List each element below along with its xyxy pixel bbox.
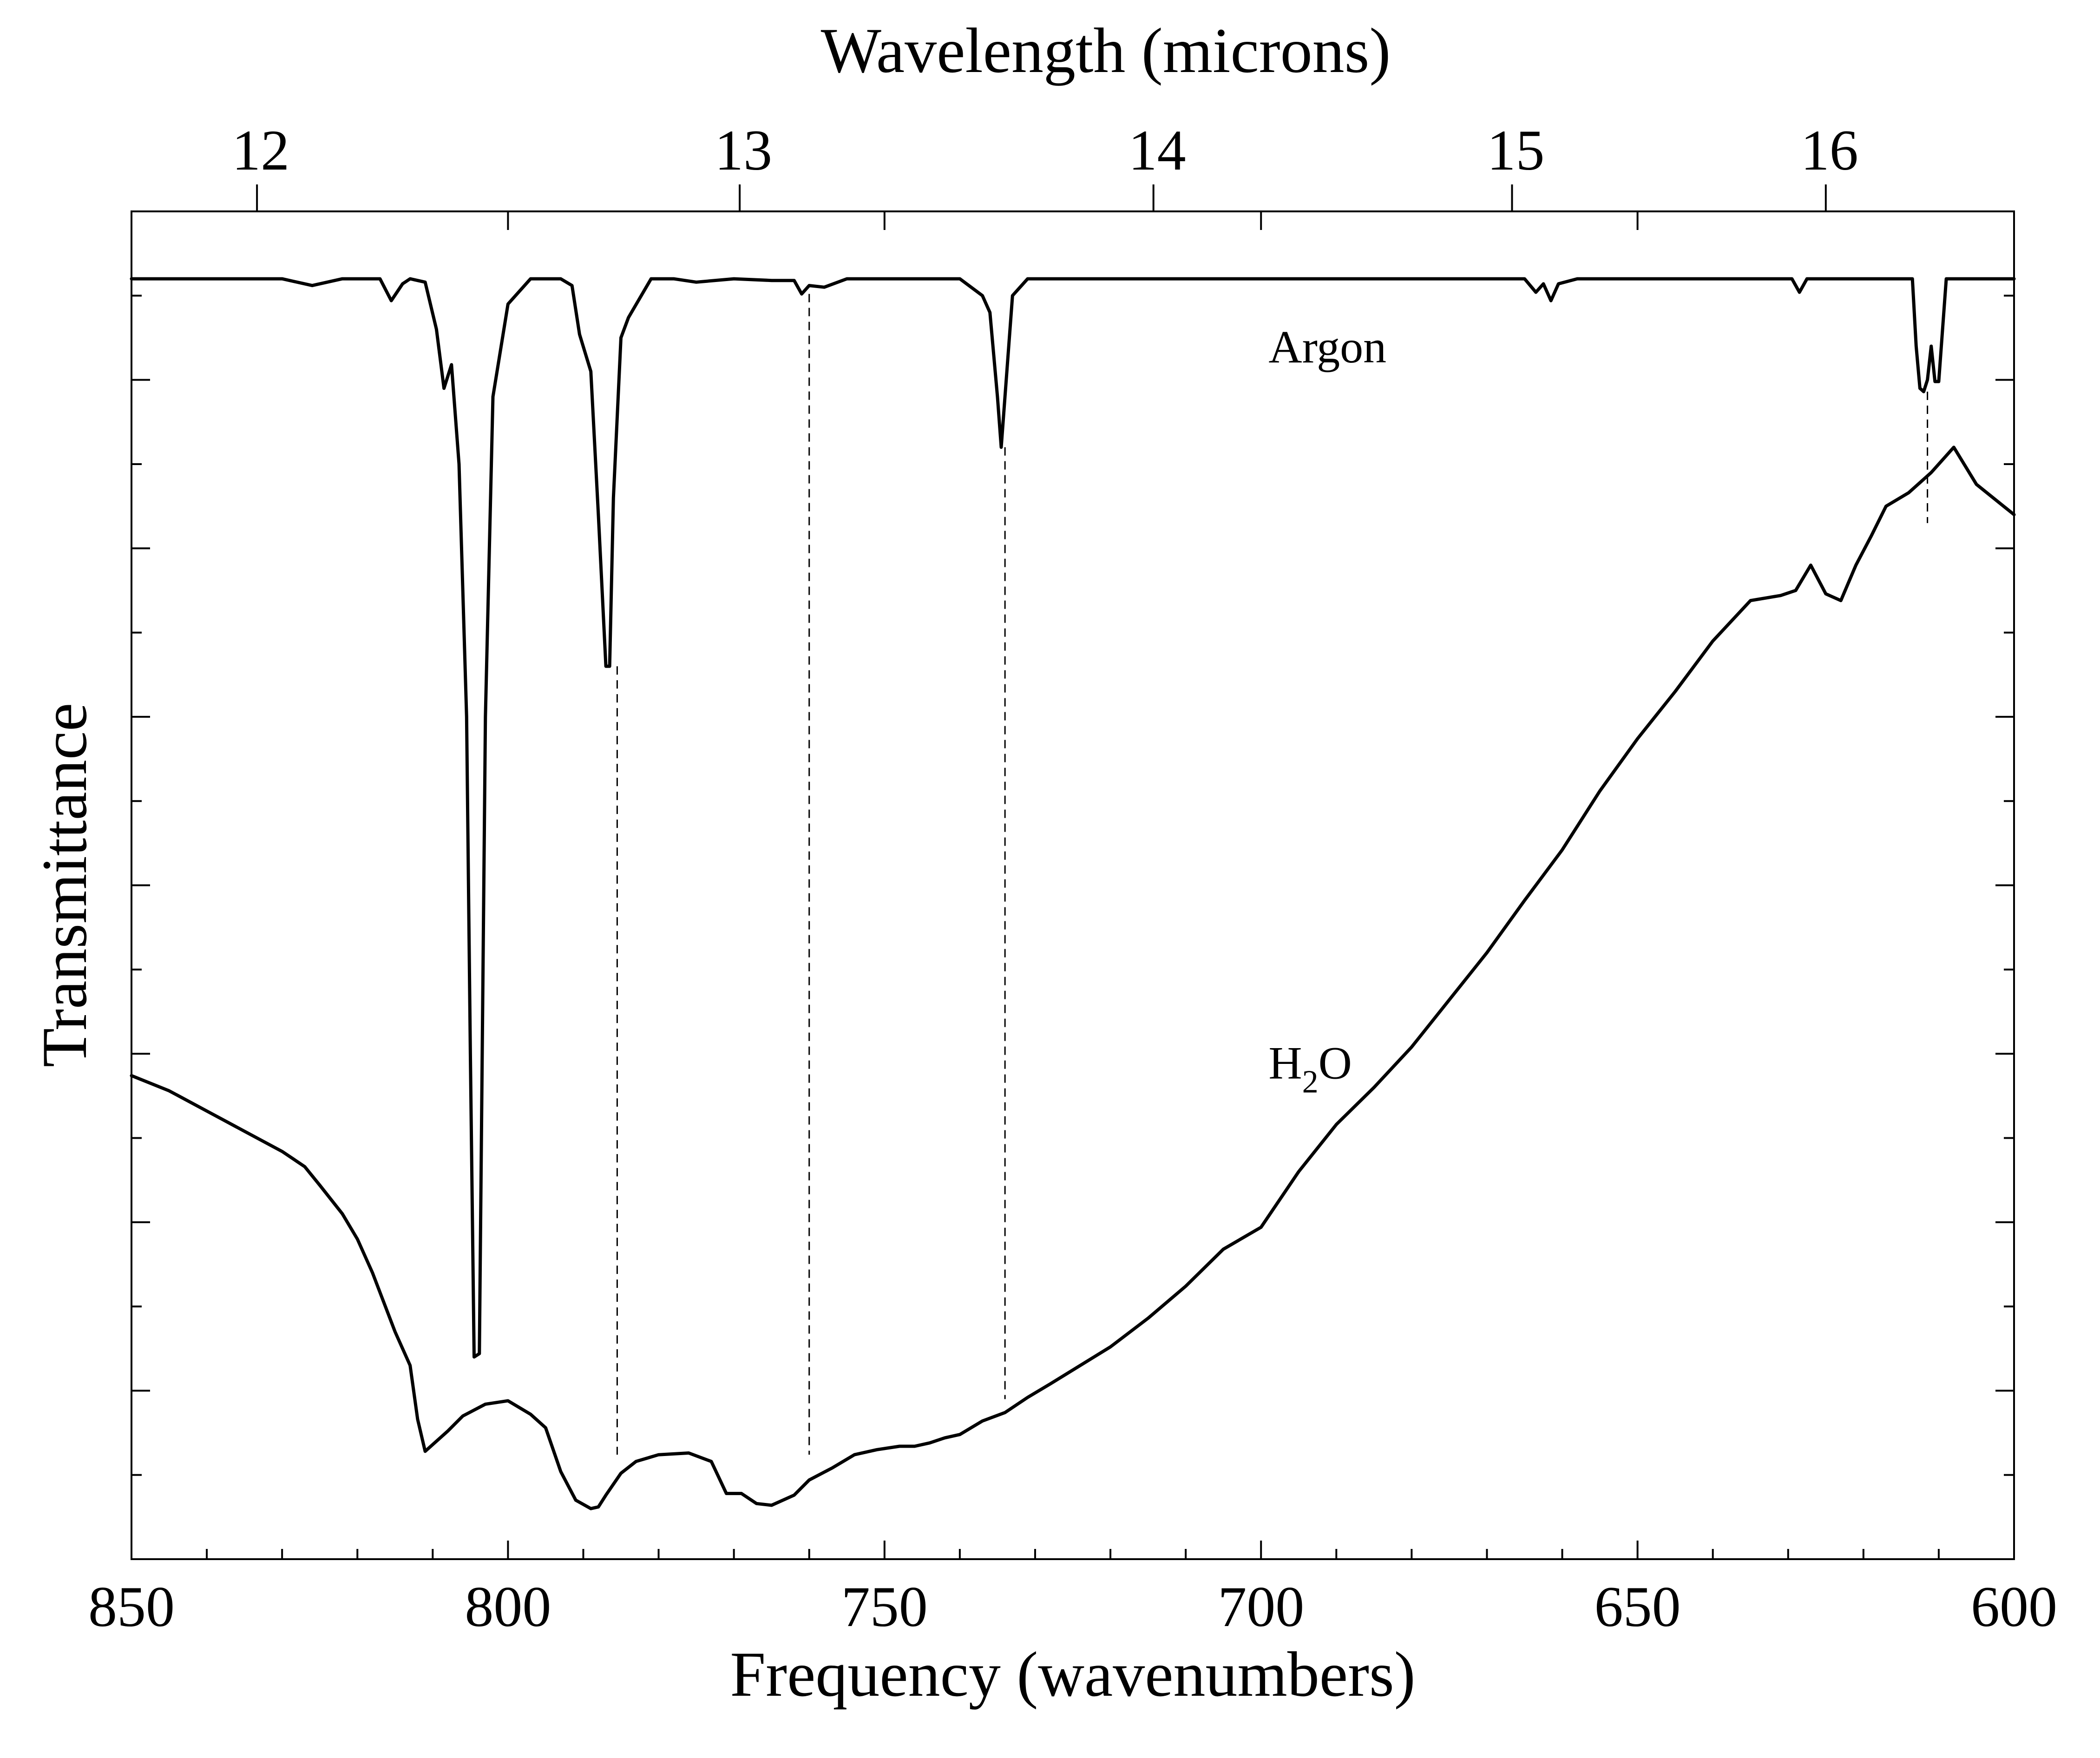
h2o-label-tail: O <box>1319 1037 1352 1089</box>
guide-lines <box>616 294 1929 1455</box>
top-tick-label: 16 <box>1801 118 1858 182</box>
x-tick-label: 850 <box>88 1575 175 1639</box>
top-tick-label: 13 <box>715 118 772 182</box>
x-axis-title: Frequency (wavenumbers) <box>730 1639 1415 1710</box>
argon-curve <box>130 277 2016 1359</box>
tick-labels: 850 800 750 700 650 600 12 13 14 15 16 <box>88 118 2057 1639</box>
x-tick-label: 700 <box>1218 1575 1304 1639</box>
top-tick-label: 14 <box>1129 118 1186 182</box>
argon-curve-label: Argon <box>1268 321 1386 373</box>
top-tick-label: 12 <box>232 118 289 182</box>
h2o-curve <box>130 446 2016 1510</box>
h2o-label-main: H <box>1268 1037 1302 1089</box>
x-tick-label: 750 <box>841 1575 928 1639</box>
spectrum-curves <box>130 277 2016 1510</box>
plot-frame <box>131 210 2015 1560</box>
x-tick-label: 650 <box>1595 1575 1681 1639</box>
y-axis-title: Transmittance <box>29 703 100 1067</box>
top-axis-title: Wavelength (microns) <box>821 15 1391 86</box>
h2o-label-subscript: 2 <box>1302 1064 1319 1100</box>
x-tick-label: 600 <box>1971 1575 2057 1639</box>
h2o-curve-label: H2O <box>1268 1037 1352 1100</box>
x-tick-label: 800 <box>465 1575 551 1639</box>
top-tick-label: 15 <box>1487 118 1544 182</box>
